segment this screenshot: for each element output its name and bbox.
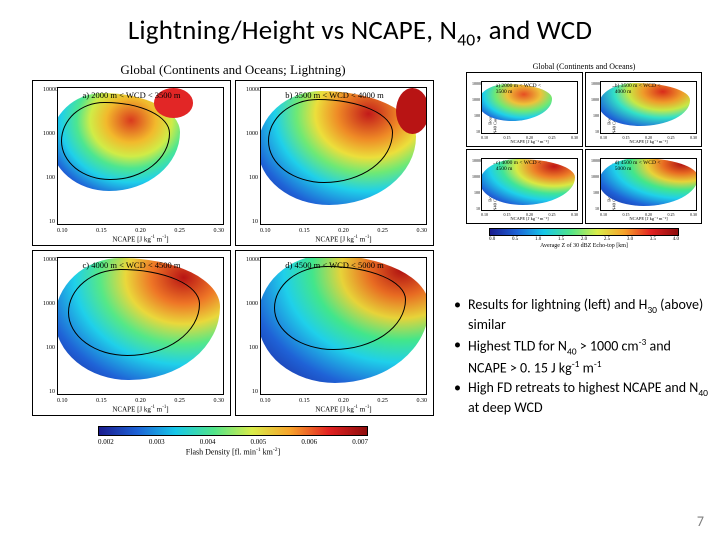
right-panel-a-label: a) 2000 m < WCD < 3500 m (496, 83, 554, 95)
colorbar-label: Flash Density [fl. min-1 km-2] (98, 447, 368, 457)
colorbar-gradient (98, 426, 368, 436)
colorbar-ticks: 0.002 0.003 0.004 0.005 0.006 0.007 (98, 438, 368, 446)
colorbar-ticks: 0.0 0.5 1.0 1.5 2.0 2.5 3.0 3.5 4.0 (489, 237, 679, 242)
yticks: 10100100010000 (43, 257, 55, 395)
bullet-item: Results for lightning (left) and H30 (ab… (452, 296, 710, 334)
right-panel-d-label: d) 4500 m < WCD < 5000 m (615, 160, 673, 172)
xaxis-label: NCAPE [J kg⁻¹ m⁻¹] (481, 139, 578, 145)
right-panel-b: Boundary LayerN40 Concentration [cm⁻³] b… (585, 72, 702, 147)
left-figure-title: Global (Continents and Oceans; Lightning… (32, 62, 434, 78)
heatmap-c (57, 257, 224, 395)
xaxis-label: NCAPE [J kg-1 m-1] (57, 405, 224, 413)
heatmap-b (260, 87, 427, 225)
flash-density-colorbar: 0.002 0.003 0.004 0.005 0.006 0.007 Flas… (98, 426, 368, 457)
left-panel-a: Boundary LayerN40 Concentration [cm-3] a… (32, 80, 231, 246)
xaxis-label: NCAPE [J kg-1 m-1] (57, 235, 224, 243)
xaxis-label: NCAPE [J kg⁻¹ m⁻¹] (600, 216, 697, 222)
right-panel-a: Boundary LayerN40 Concentration [cm⁻³] a… (466, 72, 583, 147)
bullet-item: High FD retreats to highest NCAPE and N4… (452, 379, 710, 417)
left-figure: Global (Continents and Oceans; Lightning… (32, 62, 434, 468)
left-panel-d: Boundary LayerN40 Concentration [cm-3] d… (235, 250, 434, 416)
slide-title: Lightning/Height vs NCAPE, N40, and WCD (0, 14, 720, 50)
left-panel-c-label: c) 4000 m < WCD < 4500 m (83, 260, 181, 270)
right-panel-d: Boundary LayerN40 Concentration [cm⁻³] d… (585, 149, 702, 224)
heatmap-d (260, 257, 427, 395)
right-panel-b-label: b) 3500 m < WCD < 4000 m (615, 83, 673, 95)
bullet-list: Results for lightning (left) and H30 (ab… (452, 296, 710, 419)
left-panel-grid: Boundary LayerN40 Concentration [cm-3] a… (32, 80, 434, 416)
left-panel-a-label: a) 2000 m < WCD < 3500 m (83, 90, 181, 100)
xticks: 0.100.150.200.250.30 (57, 228, 224, 234)
right-figure: Global (Continents and Oceans) Boundary … (466, 62, 702, 262)
colorbar-gradient (489, 228, 679, 236)
left-panel-b: Boundary LayerN40 Concentration [cm-3] b… (235, 80, 434, 246)
page-number: 7 (697, 513, 704, 530)
right-panel-c: Boundary LayerN40 Concentration [cm⁻³] c… (466, 149, 583, 224)
yticks: 10100100010000 (246, 257, 258, 395)
xaxis-label: NCAPE [J kg⁻¹ m⁻¹] (481, 216, 578, 222)
right-figure-title: Global (Continents and Oceans) (466, 62, 702, 71)
xticks: 0.100.150.200.250.30 (260, 398, 427, 404)
xaxis-label: NCAPE [J kg⁻¹ m⁻¹] (600, 139, 697, 145)
xticks: 0.100.150.200.250.30 (260, 228, 427, 234)
xaxis-label: NCAPE [J kg-1 m-1] (260, 235, 427, 243)
left-panel-c: Boundary LayerN40 Concentration [cm-3] c… (32, 250, 231, 416)
left-panel-b-label: b) 3500 m < WCD < 4000 m (285, 90, 383, 100)
yticks: 10100100010000 (43, 87, 55, 225)
h30-colorbar: 0.0 0.5 1.0 1.5 2.0 2.5 3.0 3.5 4.0 Aver… (489, 228, 679, 249)
colorbar-label: Average Z of 30 dBZ Echo-top [km] (489, 243, 679, 249)
heatmap-a (57, 87, 224, 225)
xticks: 0.100.150.200.250.30 (57, 398, 224, 404)
yticks: 10100100010000 (246, 87, 258, 225)
bullet-item: Highest TLD for N40 > 1000 cm-3 and NCAP… (452, 336, 710, 377)
xaxis-label: NCAPE [J kg-1 m-1] (260, 405, 427, 413)
right-panel-grid: Boundary LayerN40 Concentration [cm⁻³] a… (466, 72, 702, 224)
right-panel-c-label: c) 4000 m < WCD < 4500 m (496, 160, 554, 172)
left-panel-d-label: d) 4500 m < WCD < 5000 m (285, 260, 383, 270)
